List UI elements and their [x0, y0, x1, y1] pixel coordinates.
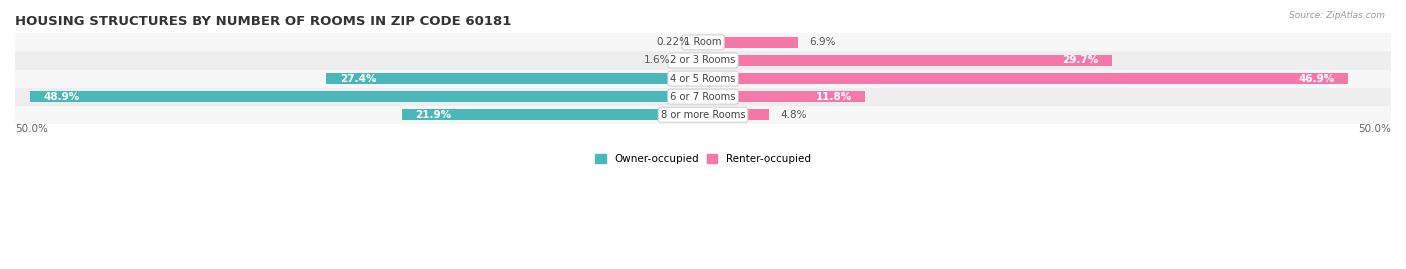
Bar [15, 88, 1391, 106]
Text: 50.0%: 50.0% [15, 124, 48, 134]
Bar [700, 37, 703, 48]
Text: 1 Room: 1 Room [685, 37, 721, 47]
Text: 27.4%: 27.4% [340, 73, 377, 84]
Text: 1.6%: 1.6% [644, 55, 671, 65]
Text: 48.9%: 48.9% [44, 92, 80, 102]
Bar [703, 55, 1112, 66]
Bar [15, 51, 1391, 69]
Text: 50.0%: 50.0% [1358, 124, 1391, 134]
Text: 29.7%: 29.7% [1062, 55, 1098, 65]
Text: HOUSING STRUCTURES BY NUMBER OF ROOMS IN ZIP CODE 60181: HOUSING STRUCTURES BY NUMBER OF ROOMS IN… [15, 15, 512, 28]
Bar [703, 73, 1348, 84]
Text: 21.9%: 21.9% [415, 110, 451, 120]
Bar [703, 37, 799, 48]
Bar [402, 109, 703, 120]
Text: 11.8%: 11.8% [815, 92, 852, 102]
Bar [703, 91, 865, 102]
Text: 2 or 3 Rooms: 2 or 3 Rooms [671, 55, 735, 65]
Text: 0.22%: 0.22% [657, 37, 689, 47]
Bar [15, 69, 1391, 88]
Bar [15, 33, 1391, 51]
Bar [703, 109, 769, 120]
Bar [15, 106, 1391, 124]
Text: 46.9%: 46.9% [1298, 73, 1334, 84]
Text: 6.9%: 6.9% [808, 37, 835, 47]
Bar [30, 91, 703, 102]
Bar [326, 73, 703, 84]
Text: 4 or 5 Rooms: 4 or 5 Rooms [671, 73, 735, 84]
Text: 8 or more Rooms: 8 or more Rooms [661, 110, 745, 120]
Text: 6 or 7 Rooms: 6 or 7 Rooms [671, 92, 735, 102]
Bar [681, 55, 703, 66]
Text: 4.8%: 4.8% [780, 110, 807, 120]
Legend: Owner-occupied, Renter-occupied: Owner-occupied, Renter-occupied [591, 150, 815, 168]
Text: Source: ZipAtlas.com: Source: ZipAtlas.com [1289, 11, 1385, 20]
